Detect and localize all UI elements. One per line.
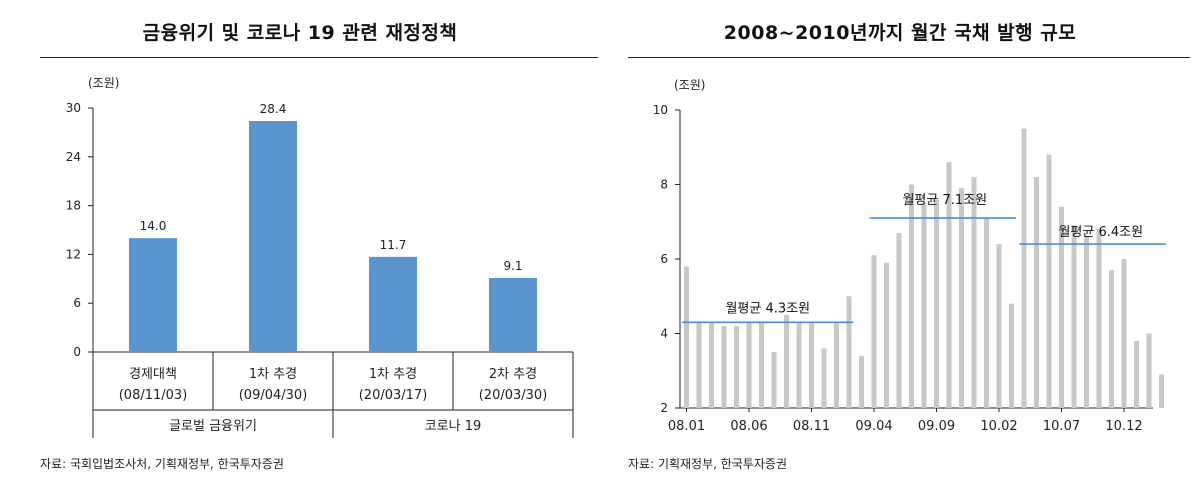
right-bar [1084, 236, 1089, 408]
left-y-tick-label: 30 [66, 101, 81, 115]
right-bar [921, 203, 927, 408]
right-y-tick-label: 6 [660, 252, 668, 266]
right-x-tick-label: 08.06 [730, 419, 767, 434]
left-category-date: (20/03/17) [359, 388, 428, 403]
right-chart-panel: 2008~2010년까지 월간 국채 발행 규모 (조원) 2 4 6 8 10 08.01… [600, 0, 1200, 489]
right-bar [734, 326, 739, 408]
left-unit-label: (조원) [88, 76, 119, 90]
right-bar [859, 355, 864, 408]
right-bar [1121, 259, 1127, 408]
left-bar-value-label: 14.0 [140, 219, 167, 233]
right-chart-title: 2008~2010년까지 월간 국채 발행 규모 [723, 22, 1077, 44]
left-bar-value-label: 9.1 [503, 259, 522, 273]
left-chart-title: 금융위기 및 코로나 19 관련 재정정책 [142, 22, 458, 44]
right-bar [1046, 154, 1052, 408]
right-bar [834, 322, 839, 408]
left-group-label: 글로벌 금융위기 [169, 419, 257, 434]
right-bar [1159, 374, 1164, 408]
right-y-tick-label: 4 [660, 327, 668, 341]
left-group-label: 코로나 19 [425, 419, 482, 434]
right-bar [709, 322, 714, 408]
right-bar [1021, 128, 1027, 408]
left-chart-panel: 금융위기 및 코로나 19 관련 재정정책 (조원) 0 6 12 18 24 30 14.0… [40, 22, 598, 471]
right-bar [1096, 229, 1102, 408]
right-average-label: 월평균 4.3조원 [725, 301, 810, 316]
left-bar-value-label: 11.7 [380, 238, 407, 252]
left-y-tick-label: 18 [66, 199, 81, 213]
right-bar [796, 322, 802, 408]
right-bar [821, 348, 827, 408]
left-bar [489, 277, 537, 352]
right-bar [996, 244, 1002, 408]
right-average-label: 월평균 7.1조원 [902, 193, 987, 208]
left-title-rule [40, 57, 598, 58]
left-bar [129, 238, 177, 352]
left-category-date: (09/04/30) [239, 388, 308, 403]
right-x-tick-label: 08.01 [668, 419, 705, 434]
right-bar [784, 314, 789, 408]
right-x-tick-label: 09.04 [855, 419, 892, 434]
right-x-tick-label: 10.07 [1043, 419, 1080, 434]
right-bar [846, 296, 852, 408]
right-y-tick-label: 8 [660, 178, 668, 192]
left-bar [369, 256, 417, 352]
left-source-note: 자료: 국회입법조사처, 기획재정부, 한국투자증권 [40, 457, 284, 471]
right-x-tick-label: 08.11 [793, 419, 830, 434]
right-bar [934, 199, 939, 408]
left-bar-value-label: 28.4 [260, 102, 287, 116]
right-bar [1034, 177, 1039, 408]
right-y-tick-label: 2 [660, 401, 668, 415]
left-bar-chart: (조원) 0 6 12 18 24 30 14.0 경제대책 (08/11/03) 28.4 1차 추… [66, 76, 574, 438]
left-category-date: (08/11/03) [119, 388, 188, 403]
right-x-tick-label: 10.12 [1105, 419, 1142, 434]
right-bar [896, 232, 902, 408]
left-y-tick-label: 0 [73, 345, 81, 359]
right-bar [759, 322, 764, 408]
right-bar [971, 177, 977, 408]
right-bar [909, 184, 914, 408]
right-source-note: 자료: 기획재정부, 한국투자증권 [628, 457, 788, 471]
left-y-tick-label: 6 [73, 296, 81, 310]
left-category-label: 2차 추경 [489, 367, 537, 382]
right-bar [871, 255, 877, 408]
right-bar [721, 326, 727, 408]
right-average-label: 월평균 6.4조원 [1058, 225, 1143, 240]
left-bar [249, 121, 297, 352]
left-y-tick-label: 24 [66, 150, 81, 164]
left-category-label: 1차 추경 [249, 367, 297, 382]
right-bar [771, 352, 777, 408]
right-bar [696, 322, 702, 408]
right-bar [959, 188, 964, 408]
right-bar [809, 322, 814, 408]
right-unit-label: (조원) [674, 78, 705, 92]
right-bar [984, 218, 989, 408]
right-title-rule [628, 57, 1190, 58]
right-bar [746, 322, 752, 408]
right-bar [1009, 303, 1014, 408]
right-y-tick-label: 10 [653, 103, 668, 117]
right-bar [1059, 206, 1064, 408]
right-bar [946, 162, 952, 408]
left-y-tick-label: 12 [66, 247, 81, 261]
right-bar [1071, 225, 1077, 408]
right-bar [884, 262, 889, 408]
left-category-label: 경제대책 [129, 367, 177, 382]
right-x-tick-label: 09.09 [918, 419, 955, 434]
right-bar [1109, 270, 1114, 408]
right-bar [684, 266, 689, 408]
right-bar [1146, 333, 1152, 408]
right-bar [1134, 340, 1139, 408]
left-category-label: 1차 추경 [369, 367, 417, 382]
right-bar-chart: (조원) 2 4 6 8 10 08.01 08.06 08.11 09.04 09.09 10.02… [653, 78, 1166, 434]
left-category-date: (20/03/30) [479, 388, 548, 403]
right-x-tick-label: 10.02 [980, 419, 1017, 434]
